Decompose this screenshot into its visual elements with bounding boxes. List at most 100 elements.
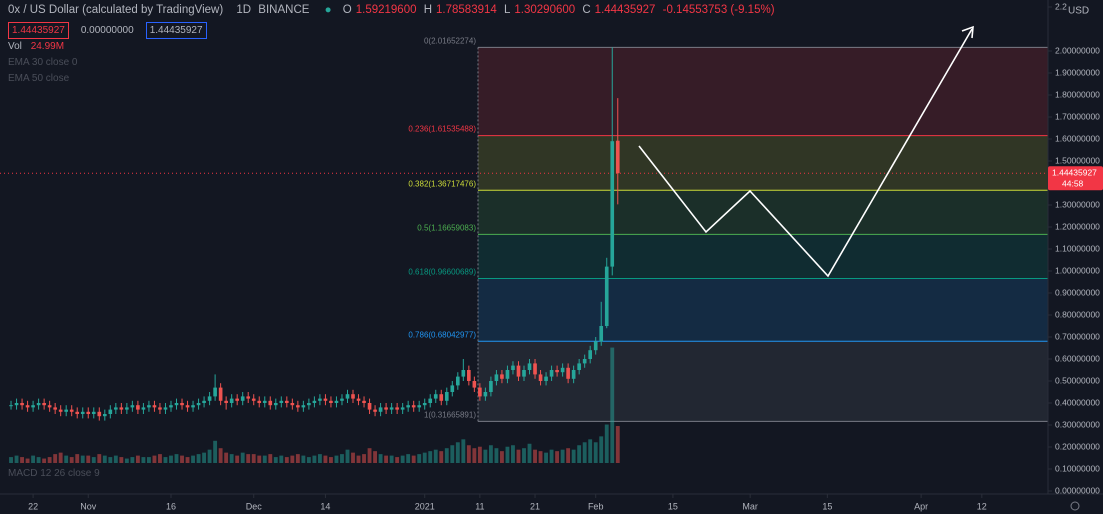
candle-body bbox=[80, 411, 85, 414]
candle-body bbox=[53, 407, 57, 410]
volume-bar bbox=[395, 457, 400, 463]
candle-body bbox=[307, 403, 311, 406]
volume-bar bbox=[615, 426, 620, 463]
volume-bar bbox=[174, 454, 179, 463]
candle-body bbox=[158, 407, 162, 410]
volume-bar bbox=[610, 347, 615, 463]
fib-label: 0.618(0.96600689) bbox=[408, 268, 476, 277]
candle-body bbox=[615, 140, 620, 174]
candle-body bbox=[285, 400, 289, 403]
volume-bar bbox=[351, 452, 355, 463]
candle-body bbox=[235, 398, 239, 401]
volume-bar bbox=[207, 449, 212, 463]
ema-legend[interactable]: EMA 30 close 0 bbox=[8, 57, 78, 68]
candle-body bbox=[262, 400, 267, 403]
volume-bar bbox=[400, 455, 405, 463]
y-tick-label: 0.70000000 bbox=[1055, 331, 1100, 341]
interval[interactable]: 1D bbox=[236, 4, 252, 16]
volume-bar bbox=[64, 455, 69, 463]
candle-body bbox=[340, 398, 344, 401]
input-box[interactable]: 1.44435927 bbox=[145, 22, 207, 39]
candle-body bbox=[14, 403, 19, 406]
candle-body bbox=[296, 405, 300, 408]
volume-bar bbox=[257, 455, 262, 463]
y-tick-label: 1.70000000 bbox=[1055, 111, 1100, 121]
volume-bar bbox=[191, 455, 195, 463]
volume-bar bbox=[262, 455, 267, 463]
candle-body bbox=[373, 409, 377, 412]
candle-body bbox=[593, 341, 598, 351]
volume-bar bbox=[317, 454, 322, 463]
countdown: 44:58 bbox=[1062, 178, 1084, 188]
candle-body bbox=[25, 405, 30, 408]
volume-bar bbox=[9, 457, 13, 463]
settings-icon[interactable] bbox=[1070, 501, 1080, 511]
candle-body bbox=[251, 398, 256, 401]
candle-body bbox=[395, 407, 399, 410]
ema-legend[interactable]: EMA 50 close bbox=[8, 73, 70, 84]
volume-bar bbox=[566, 448, 571, 463]
volume-bar bbox=[340, 454, 344, 463]
candle-body bbox=[560, 367, 565, 373]
volume-bar bbox=[356, 455, 361, 463]
candle-body bbox=[312, 400, 317, 403]
volume-bar bbox=[290, 455, 295, 463]
candle-body bbox=[604, 266, 609, 326]
candle-body bbox=[494, 374, 499, 381]
candle-body bbox=[478, 387, 482, 397]
candle-body bbox=[185, 405, 190, 408]
y-tick-label: 0.80000000 bbox=[1055, 309, 1100, 319]
volume-bar bbox=[599, 436, 604, 463]
y-tick-label: 1.90000000 bbox=[1055, 67, 1100, 77]
ohlc-label: H bbox=[423, 4, 433, 16]
volume-bar bbox=[417, 454, 422, 463]
volume-bar bbox=[97, 454, 102, 463]
candle-body bbox=[516, 365, 521, 377]
candle-body bbox=[500, 374, 504, 379]
volume-bar bbox=[389, 455, 394, 463]
candle-body bbox=[544, 376, 548, 381]
volume-bar bbox=[163, 457, 168, 463]
volume-bar bbox=[53, 454, 58, 463]
ohlc-label: O bbox=[342, 4, 352, 16]
volume-bar bbox=[604, 424, 609, 463]
candle-body bbox=[483, 392, 488, 397]
candle-body bbox=[428, 398, 433, 403]
candle-body bbox=[47, 405, 52, 408]
candle-body bbox=[439, 394, 444, 401]
input-box[interactable]: 1.44435927 bbox=[8, 22, 69, 39]
volume-bar bbox=[14, 455, 19, 463]
candle-body bbox=[472, 381, 477, 388]
candle-body bbox=[31, 405, 35, 408]
y-tick-label: 0.00000000 bbox=[1055, 485, 1100, 495]
input-box[interactable]: 0.00000000 bbox=[80, 25, 134, 36]
fib-zone bbox=[478, 47, 1048, 136]
candle-body bbox=[566, 367, 570, 379]
candle-body bbox=[411, 405, 416, 408]
ohlc-value: 1.59219600 bbox=[355, 4, 417, 16]
volume-bar bbox=[494, 448, 499, 463]
candle-body bbox=[180, 403, 184, 406]
volume-bar bbox=[124, 458, 129, 463]
x-tick-label: 14 bbox=[320, 501, 330, 511]
volume-bar bbox=[450, 445, 455, 463]
x-tick-label: 12 bbox=[977, 501, 987, 511]
volume-bar bbox=[588, 439, 593, 463]
macd-legend[interactable]: MACD 12 26 close 9 bbox=[8, 468, 100, 479]
candle-body bbox=[141, 407, 146, 410]
volume-bar bbox=[235, 455, 240, 463]
candle-body bbox=[213, 387, 217, 397]
status-dot: ● bbox=[324, 4, 332, 16]
inputs-row: 1.44435927 0.00000000 1.44435927 bbox=[8, 22, 215, 39]
ohlc-label: C bbox=[582, 4, 591, 16]
y-tick-label: 1.00000000 bbox=[1055, 265, 1100, 275]
volume-bar bbox=[306, 457, 311, 463]
candle-body bbox=[384, 407, 388, 410]
candle-body bbox=[610, 141, 615, 267]
volume-bar bbox=[108, 457, 113, 463]
candle-body bbox=[549, 370, 554, 377]
candle-body bbox=[268, 400, 273, 406]
candle-body bbox=[345, 394, 350, 399]
volume-bar bbox=[577, 445, 582, 463]
candle-body bbox=[489, 381, 493, 392]
